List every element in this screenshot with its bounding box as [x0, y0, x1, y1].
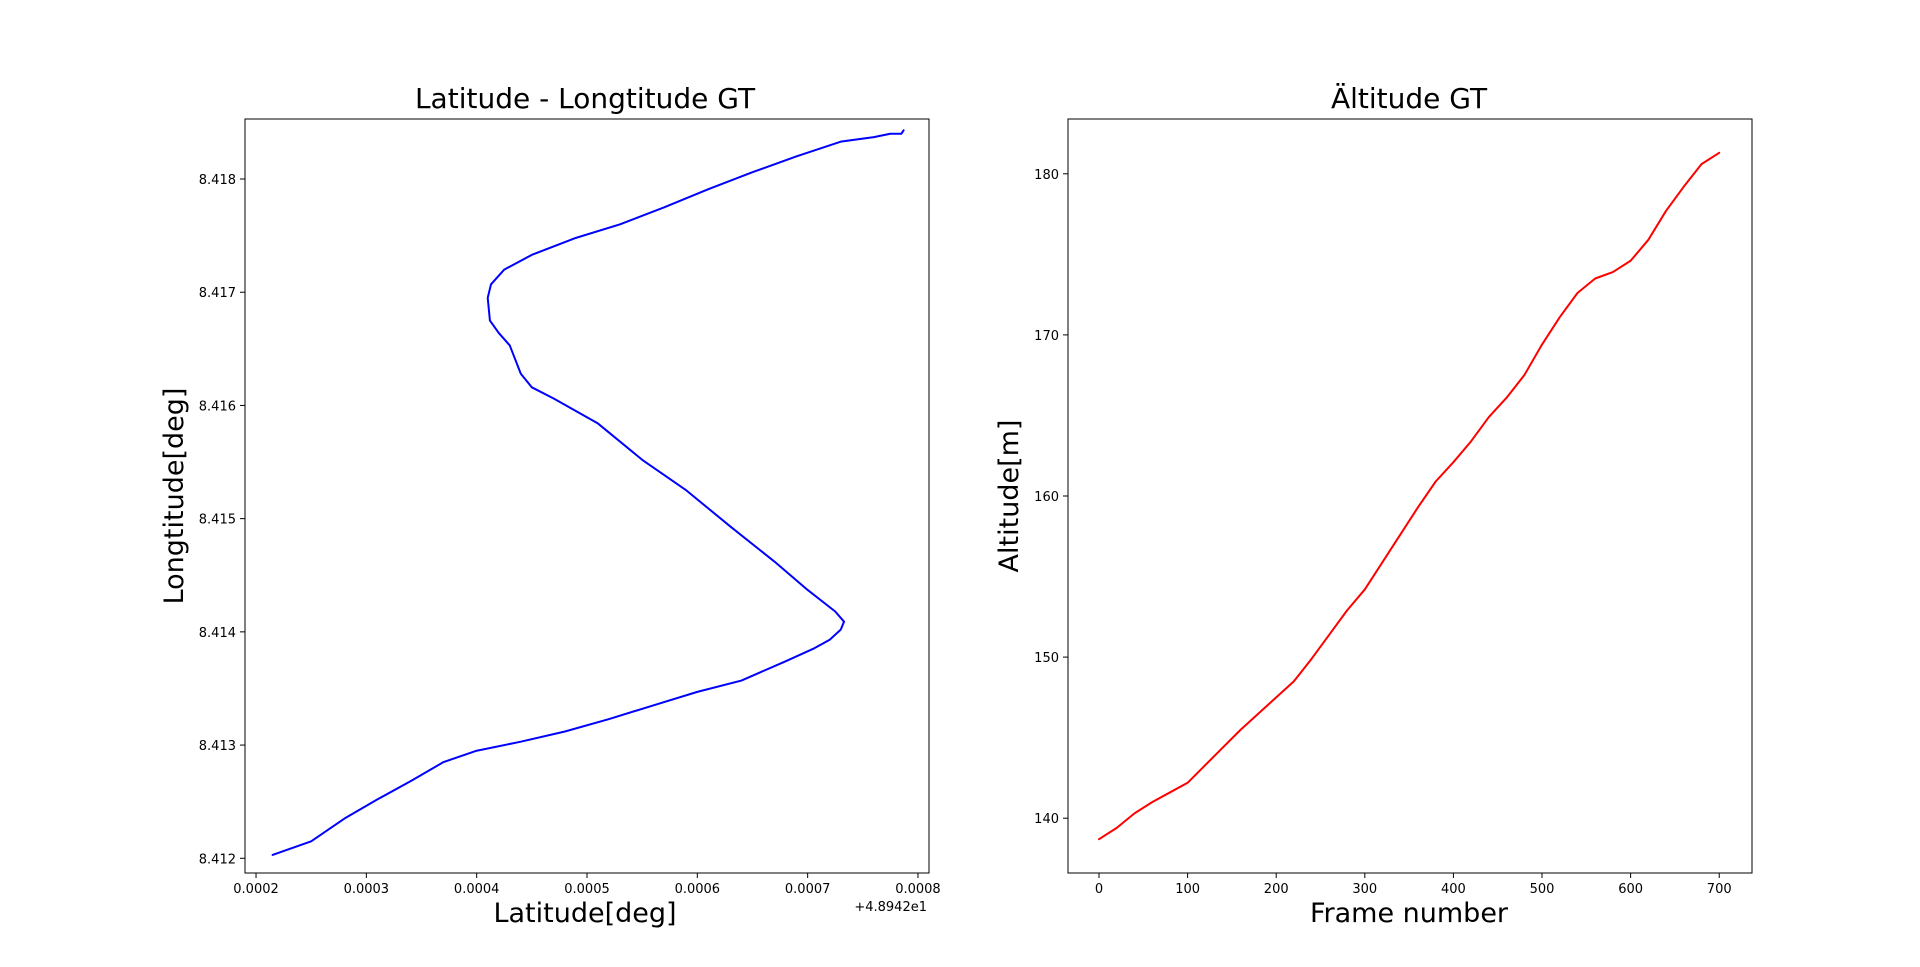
x-tick-label: 400	[1441, 882, 1466, 897]
y-tick-label: 170	[1034, 329, 1059, 344]
x-tick-label: 0.0005	[564, 882, 610, 897]
x-tick-label: 0.0007	[785, 882, 831, 897]
y-tick-label: 8.416	[199, 399, 236, 414]
x-tick-label: 0.0008	[895, 882, 941, 897]
chart-title: Latitude - Longtitude GT	[415, 82, 756, 115]
x-tick-label: 0.0002	[233, 882, 279, 897]
altitude-chart: Ältitude GT Frame number Altitude[m] 0 10…	[994, 82, 1753, 929]
y-tick-label: 8.414	[199, 626, 236, 641]
x-tick-label: 200	[1264, 882, 1289, 897]
x-tick-label: 500	[1530, 882, 1555, 897]
y-tick-label: 8.412	[199, 852, 236, 867]
x-tick-label: 0.0006	[675, 882, 721, 897]
x-tick-label: 0.0004	[454, 882, 500, 897]
y-axis-label: Longtitude[deg]	[159, 388, 190, 605]
series-line-0	[1098, 151, 1721, 841]
y-tick-label: 8.418	[199, 173, 236, 188]
plot-frame	[1067, 118, 1753, 874]
x-axis-label: Latitude[deg]	[493, 898, 676, 929]
y-tick-label: 8.415	[199, 513, 236, 528]
chart-title: Ältitude GT	[1331, 82, 1488, 115]
x-tick-label: 0	[1095, 882, 1103, 897]
x-tick-label: 600	[1618, 882, 1643, 897]
x-tick-label: 300	[1352, 882, 1377, 897]
y-tick-label: 8.413	[199, 739, 236, 754]
latlon-chart: Latitude - Longtitude GT Latitude[deg] L…	[159, 82, 941, 929]
y-tick-label: 150	[1034, 651, 1059, 666]
x-axis-label: Frame number	[1310, 898, 1509, 929]
x-tick-label: 100	[1175, 882, 1200, 897]
series-line-0	[271, 129, 905, 856]
y-tick-label: 160	[1034, 490, 1059, 505]
x-tick-label: 0.0003	[344, 882, 390, 897]
x-offset-text: +4.8942e1	[854, 900, 927, 915]
y-tick-label: 8.417	[199, 286, 236, 301]
plot-frame	[244, 118, 930, 874]
y-axis-label: Altitude[m]	[994, 420, 1025, 573]
y-tick-label: 180	[1034, 168, 1059, 183]
x-tick-label: 700	[1707, 882, 1732, 897]
y-tick-label: 140	[1034, 812, 1059, 827]
